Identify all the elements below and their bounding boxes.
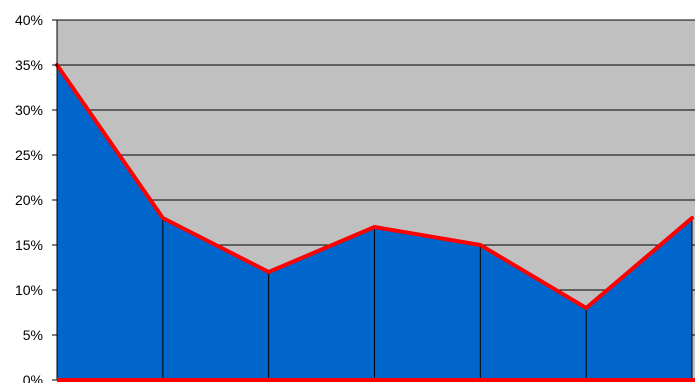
- y-tick-label: 15%: [15, 237, 43, 253]
- y-tick-label: 25%: [15, 147, 43, 163]
- area-fill: [57, 65, 692, 380]
- y-tick-label: 40%: [15, 12, 43, 28]
- y-tick-label: 30%: [15, 102, 43, 118]
- y-tick-label: 5%: [23, 327, 43, 343]
- y-axis: [52, 19, 695, 382]
- y-tick-label: 20%: [15, 192, 43, 208]
- y-tick-label: 0%: [23, 372, 43, 383]
- area-series: [57, 65, 692, 380]
- y-tick-labels: 0% 5% 10% 15% 20% 25% 30% 35% 40%: [15, 12, 43, 383]
- y-tick-label: 10%: [15, 282, 43, 298]
- y-tick-label: 35%: [15, 57, 43, 73]
